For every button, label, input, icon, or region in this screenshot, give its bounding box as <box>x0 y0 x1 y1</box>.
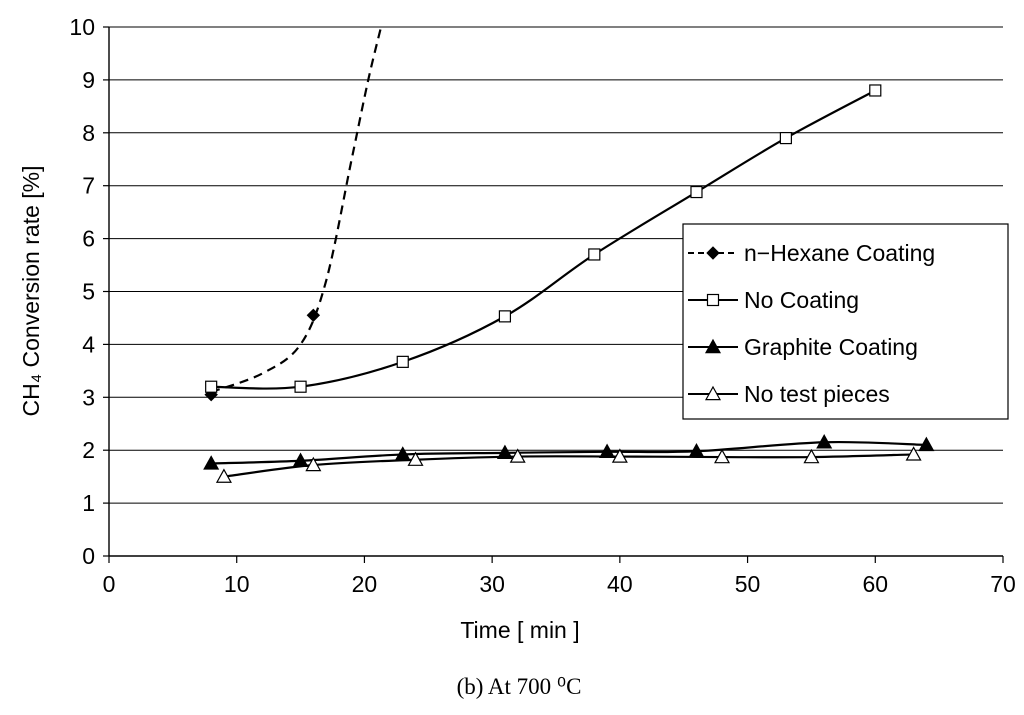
legend-entry-4-marker <box>704 385 722 401</box>
legend-box <box>682 223 1009 420</box>
x-tick-label-40: 40 <box>607 571 633 597</box>
series-3-line <box>211 440 927 465</box>
legend-entry-1-label: n−Hexane Coating <box>744 240 935 266</box>
y-tick-label-9: 9 <box>82 67 95 93</box>
y-tick-label-6: 6 <box>82 226 95 252</box>
series-4-point-8 <box>905 446 922 461</box>
legend-entry-3-label: Graphite Coating <box>744 334 918 360</box>
series-2-point-5 <box>588 248 601 261</box>
series-3-point-2 <box>292 452 309 467</box>
legend-entry-2-marker <box>706 293 720 307</box>
axes <box>103 26 1004 563</box>
legend-entry-1-marker <box>706 246 720 260</box>
legend-entry-3-marker <box>704 338 722 354</box>
x-tick-label-30: 30 <box>479 571 505 597</box>
plot-area: 0 1 2 3 4 5 6 7 8 9 10 0 10 20 30 40 50 60 70 <box>69 14 1015 597</box>
series-lines <box>210 26 927 478</box>
series-3-point-8 <box>918 436 935 452</box>
y-tick-label-10: 10 <box>69 14 95 40</box>
series-3-point-3 <box>394 446 411 461</box>
series-1-line <box>210 26 383 394</box>
x-tick-labels: 0 10 20 30 40 50 60 70 <box>103 571 1016 597</box>
series-3-point-6 <box>688 443 705 458</box>
x-tick-label-50: 50 <box>735 571 761 597</box>
series-3-point-1 <box>203 455 220 470</box>
series-4-point-7 <box>803 448 820 464</box>
series-markers <box>203 84 935 483</box>
y-tick-label-7: 7 <box>82 173 95 199</box>
series-3-point-4 <box>496 444 513 460</box>
series-4-point-5 <box>611 448 628 463</box>
y-tick-label-5: 5 <box>82 279 95 305</box>
y-tick-label-0: 0 <box>82 543 95 569</box>
y-axis-title: CH₄ Conversion rate [%] <box>18 166 44 417</box>
x-tick-label-20: 20 <box>352 571 378 597</box>
y-tick-label-2: 2 <box>82 437 95 463</box>
series-4-point-4 <box>509 448 526 463</box>
series-3-point-7 <box>816 434 833 449</box>
series-4-point-1 <box>215 468 232 483</box>
series-2-line <box>211 89 876 390</box>
y-tick-label-8: 8 <box>82 120 95 146</box>
figure-caption: (b) At 700 ⁰C <box>457 674 582 699</box>
gridlines <box>109 26 1003 504</box>
series-2-point-2 <box>294 380 307 393</box>
series-4-point-6 <box>714 448 731 464</box>
series-2-point-4 <box>498 310 512 323</box>
legend-entry-4-label: No test pieces <box>744 381 890 407</box>
x-tick-label-70: 70 <box>990 571 1016 597</box>
legend: n−Hexane Coating No Coating Graphite Coati… <box>682 223 1009 420</box>
series-1-point-2 <box>306 308 321 323</box>
legend-entry-2-label: No Coating <box>744 287 859 313</box>
x-axis-title: Time [ min ] <box>460 617 579 643</box>
y-tick-labels: 0 1 2 3 4 5 6 7 8 9 10 <box>69 14 95 569</box>
y-tick-label-3: 3 <box>82 384 95 410</box>
series-4-line <box>223 453 914 478</box>
y-tick-label-1: 1 <box>82 490 95 516</box>
series-2-point-7 <box>779 131 792 145</box>
series-4-point-2 <box>305 456 322 472</box>
x-tick-label-60: 60 <box>862 571 888 597</box>
series-3-point-5 <box>599 443 616 458</box>
series-2-point-6 <box>690 185 703 199</box>
x-tick-label-10: 10 <box>224 571 250 597</box>
x-tick-label-0: 0 <box>103 571 116 597</box>
series-4-point-3 <box>407 451 424 466</box>
series-2-point-8 <box>869 84 882 97</box>
series-2-point-1 <box>205 380 218 393</box>
series-2-point-3 <box>396 355 409 368</box>
y-tick-label-4: 4 <box>82 331 95 357</box>
